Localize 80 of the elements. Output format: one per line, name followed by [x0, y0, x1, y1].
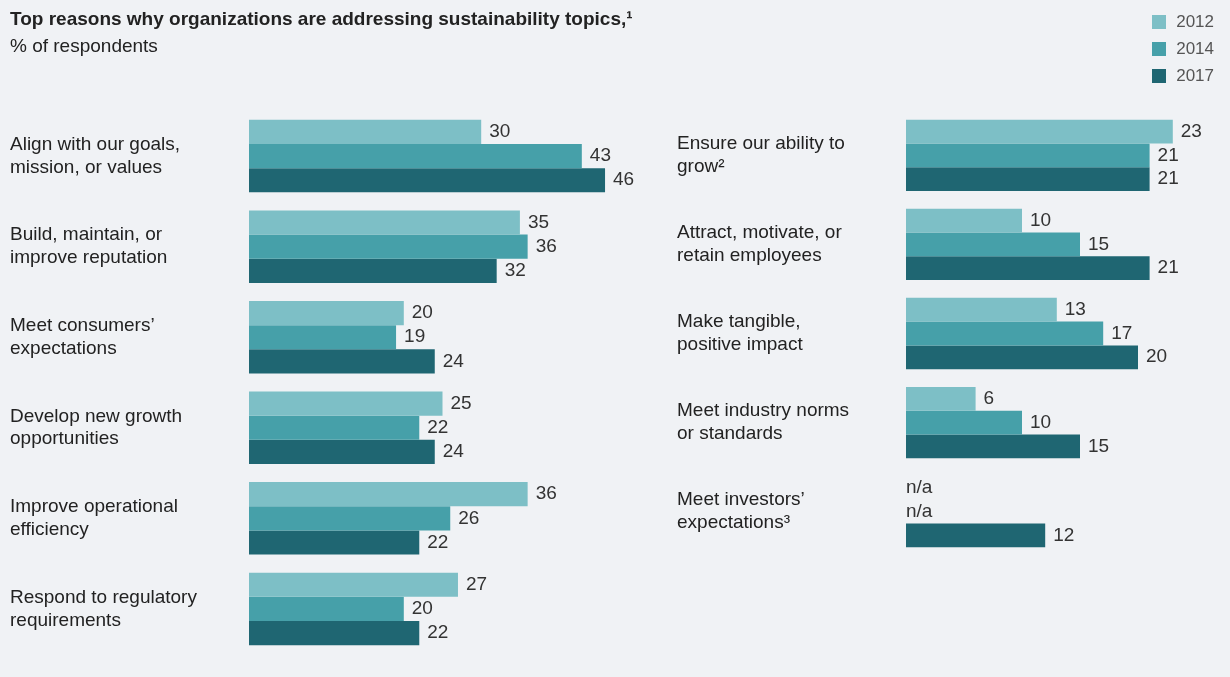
data-label: 21	[1157, 167, 1179, 189]
bar	[249, 119, 482, 145]
data-label: 20	[411, 301, 433, 323]
y-tick-label: Improve operational efficiency	[10, 495, 178, 539]
y-tick-label: Align with our goals, mission, or values	[10, 132, 181, 177]
data-label: 13	[1064, 297, 1086, 319]
bar	[906, 434, 1080, 459]
data-label: 6	[983, 387, 995, 409]
y-tick-label: Respond to regulatory requirements	[10, 585, 198, 630]
bar	[906, 143, 1150, 168]
legend-label: 2017	[1176, 65, 1214, 86]
chart-title: Top reasons why organizations are addressing sustainability topics,¹	[10, 8, 633, 30]
bar	[249, 258, 497, 283]
data-label: 46	[613, 168, 635, 190]
bar	[906, 321, 1104, 346]
data-label: 10	[1030, 208, 1052, 230]
bar	[249, 349, 435, 374]
bar	[249, 530, 420, 555]
bar	[249, 506, 451, 531]
data-label: 21	[1157, 143, 1179, 165]
data-label: 25	[450, 391, 472, 413]
data-label: 30	[489, 120, 511, 142]
data-label: 23	[1180, 119, 1202, 141]
bar	[249, 596, 404, 621]
y-tick-label: Meet investors’ expectations³	[677, 488, 805, 533]
legend-label: 2012	[1176, 11, 1214, 32]
y-tick-label: Ensure our ability to grow²	[677, 132, 845, 176]
y-tick-label: Build, maintain, or improve reputation	[10, 223, 168, 268]
data-label: 36	[535, 234, 557, 256]
data-label: 27	[465, 573, 488, 594]
bar	[906, 523, 1046, 548]
y-tick-label: Attract, motivate, or retain employees	[677, 221, 843, 266]
bar	[249, 234, 528, 259]
data-label: 24	[442, 440, 465, 462]
bar	[249, 210, 520, 235]
data-label: 24	[442, 349, 465, 371]
y-tick-label: Make tangible, positive impact	[677, 310, 804, 355]
y-tick-label: Develop new growth opportunities	[10, 404, 183, 449]
bar	[249, 482, 528, 507]
data-label: 15	[1088, 232, 1110, 254]
data-label: 36	[535, 482, 557, 504]
bar	[249, 144, 582, 169]
data-label: 22	[427, 621, 449, 643]
bar	[906, 256, 1150, 281]
data-label: 19	[404, 325, 426, 347]
data-label: 20	[1146, 345, 1168, 367]
data-label: 43	[589, 144, 611, 166]
bar	[249, 325, 397, 350]
bar	[906, 345, 1138, 370]
bar	[249, 415, 420, 440]
data-label: 26	[458, 506, 480, 528]
data-label: 32	[504, 259, 526, 281]
data-label: 17	[1111, 321, 1133, 343]
y-tick-label: Meet consumers’ expectations	[10, 314, 155, 358]
bar	[906, 410, 1022, 435]
text: % of respondents	[10, 35, 158, 57]
data-label: 10	[1030, 410, 1052, 432]
bar	[906, 119, 1173, 144]
data-label: 22	[427, 530, 449, 552]
legend-label: 2014	[1176, 38, 1214, 59]
bar	[906, 386, 976, 411]
bar	[906, 297, 1057, 322]
text: n/a	[906, 499, 933, 521]
data-label: 21	[1157, 256, 1179, 278]
bar	[249, 572, 458, 597]
bar	[249, 391, 443, 416]
data-label: 22	[427, 416, 449, 438]
bar	[906, 232, 1080, 257]
data-label: 15	[1088, 434, 1110, 456]
data-label: 20	[411, 597, 433, 619]
bar	[249, 168, 606, 193]
bar	[249, 300, 404, 326]
bar	[249, 439, 435, 465]
y-tick-label: Meet industry norms or standards	[677, 399, 850, 444]
bar	[906, 208, 1022, 233]
bar	[906, 167, 1150, 191]
text: n/a	[906, 476, 933, 498]
data-label: 12	[1053, 523, 1075, 545]
data-label: 35	[527, 210, 550, 232]
bar	[249, 620, 420, 646]
